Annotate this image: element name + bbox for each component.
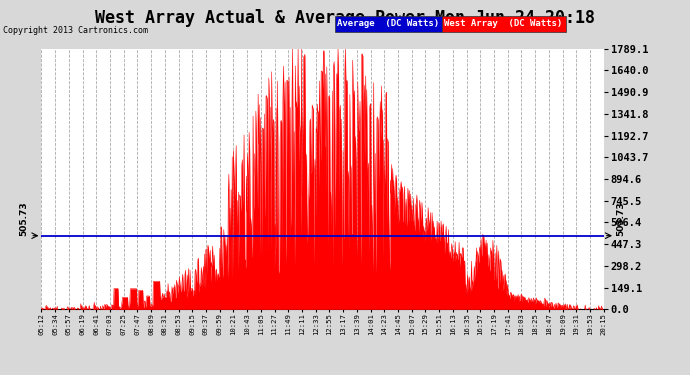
Text: Average  (DC Watts): Average (DC Watts) xyxy=(337,20,440,28)
Text: West Array Actual & Average Power Mon Jun 24 20:18: West Array Actual & Average Power Mon Ju… xyxy=(95,9,595,27)
Text: 505.73: 505.73 xyxy=(617,201,626,236)
Text: 505.73: 505.73 xyxy=(19,201,28,236)
Text: West Array  (DC Watts): West Array (DC Watts) xyxy=(444,20,562,28)
Text: Copyright 2013 Cartronics.com: Copyright 2013 Cartronics.com xyxy=(3,26,148,35)
